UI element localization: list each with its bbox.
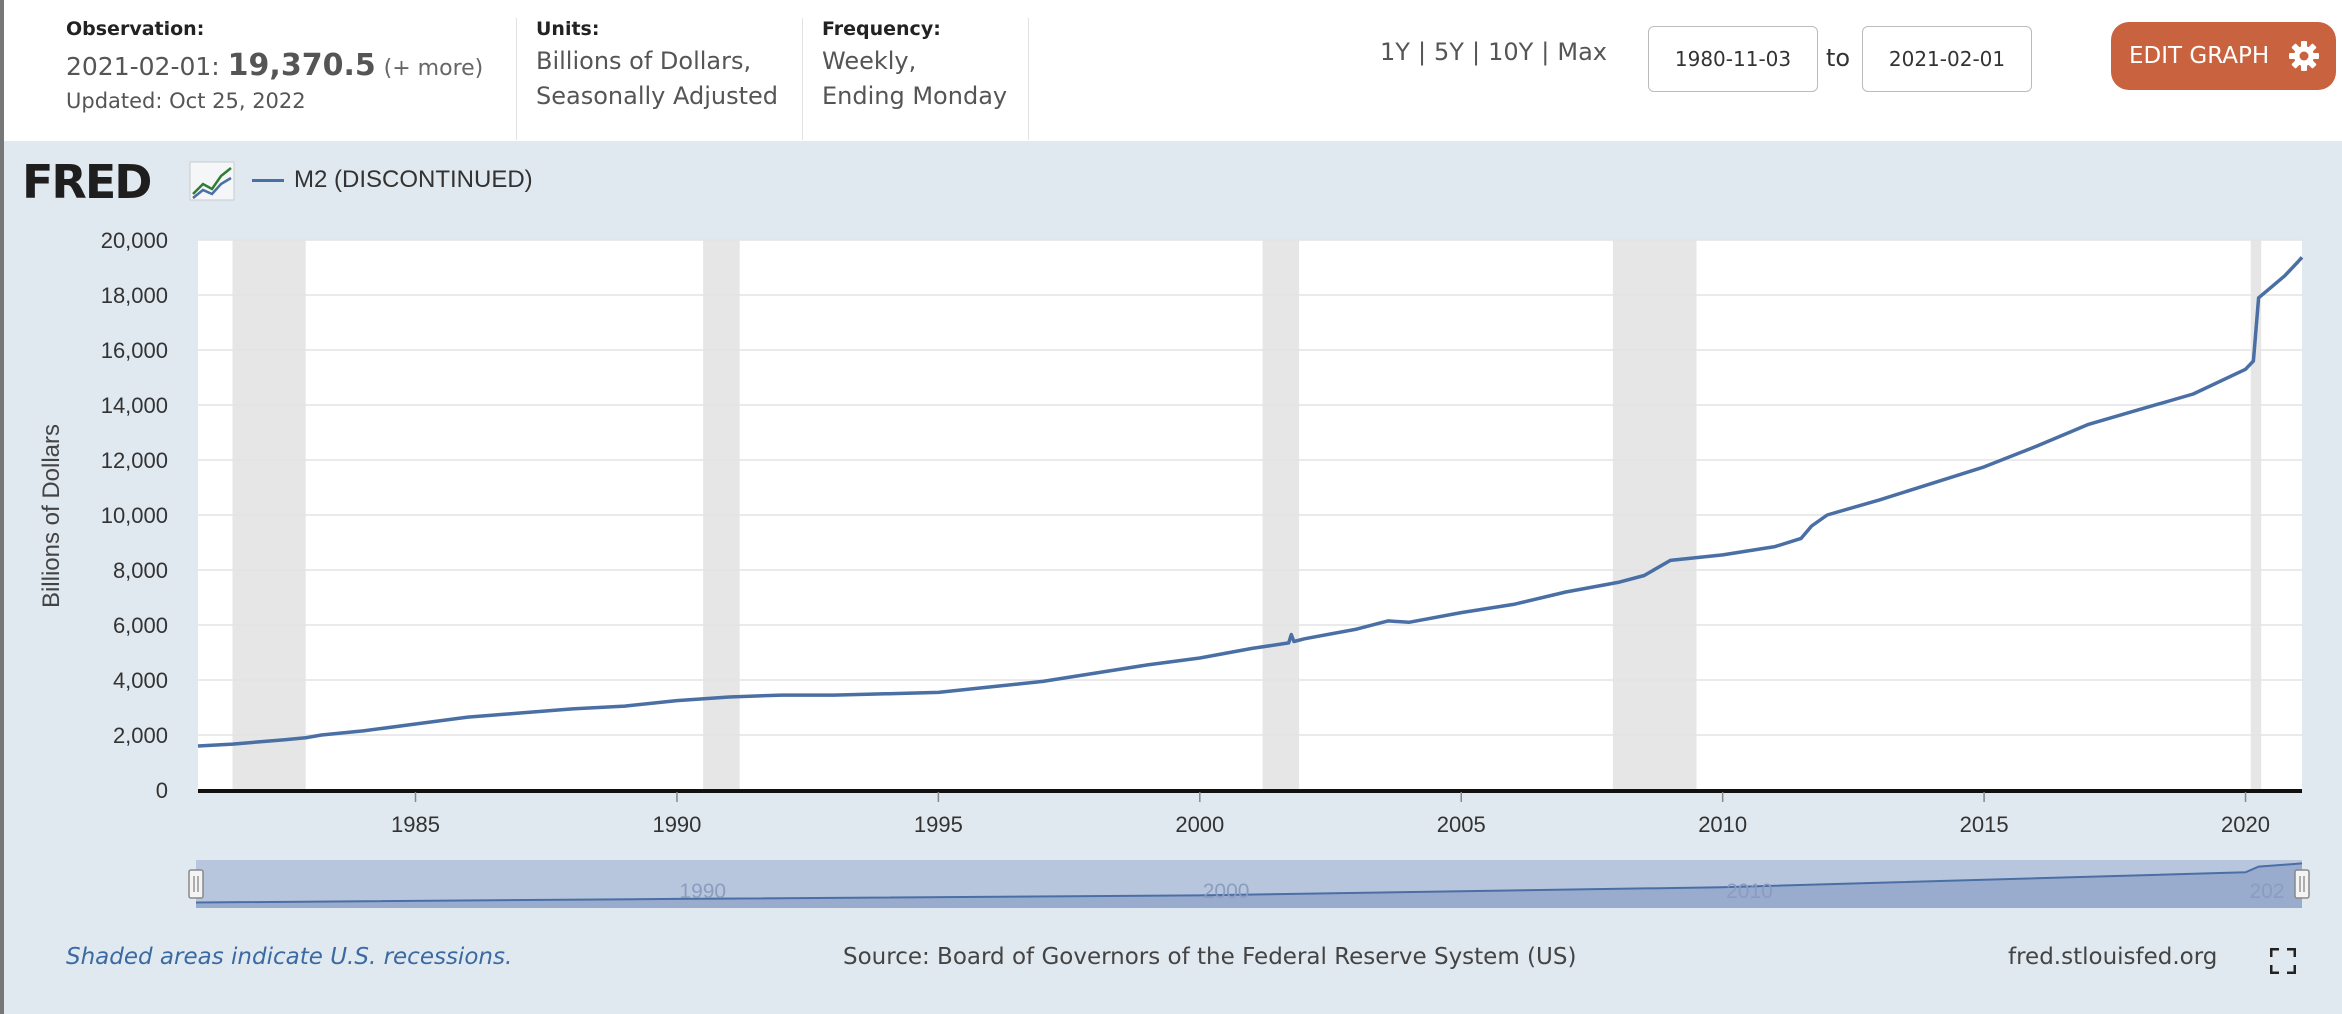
source-text: Source: Board of Governors of the Federa… (843, 944, 1577, 970)
legend-swatch (252, 179, 284, 183)
y-tick-label: 18,000 (101, 283, 168, 308)
x-tick-label: 2000 (1175, 812, 1224, 837)
x-tick-label: 1990 (652, 812, 701, 837)
y-tick-label: 4,000 (113, 668, 168, 693)
navigator-year-label: 2010 (1726, 880, 1773, 903)
y-tick-label: 2,000 (113, 723, 168, 748)
series-line-m2 (197, 256, 2304, 748)
range-10y-link[interactable]: 10Y (1488, 38, 1534, 66)
frequency-line-2: Ending Monday (822, 82, 1008, 110)
site-link[interactable]: fred.stlouisfed.org (2008, 944, 2218, 970)
edit-graph-button[interactable]: EDIT GRAPH (2111, 22, 2336, 90)
y-tick-label: 0 (156, 778, 168, 803)
range-max-link[interactable]: Max (1557, 38, 1607, 66)
y-tick-label: 14,000 (101, 393, 168, 418)
y-tick-label: 10,000 (101, 503, 168, 528)
updated-date: Updated: Oct 25, 2022 (66, 89, 306, 113)
frequency-block: Frequency: Weekly, Ending Monday (822, 18, 1022, 140)
fullscreen-icon[interactable] (2270, 948, 2296, 974)
range-separator: | (1417, 38, 1427, 66)
frequency-line-1: Weekly, (822, 47, 917, 75)
navigator-area (196, 863, 2302, 908)
more-link[interactable]: (+ more) (383, 56, 484, 81)
navigator-year-label: 202 (2249, 880, 2284, 903)
x-tick-label: 2010 (1698, 812, 1747, 837)
y-tick-label: 12,000 (101, 448, 168, 473)
x-tick-label: 2020 (2221, 812, 2270, 837)
divider (1028, 18, 1029, 140)
gear-icon (2289, 41, 2319, 71)
y-tick-label: 20,000 (101, 228, 168, 253)
range-1y-link[interactable]: 1Y (1380, 38, 1410, 66)
frequency-label: Frequency: (822, 18, 941, 40)
x-tick-label: 1995 (914, 812, 963, 837)
range-links: 1Y | 5Y | 10Y | Max (1380, 38, 1607, 66)
fred-brand: FRED (22, 154, 242, 210)
navigator-left-handle[interactable] (188, 869, 204, 899)
start-date-input[interactable]: 1980-11-03 (1648, 26, 1818, 92)
y-tick-label: 6,000 (113, 613, 168, 638)
x-tick-label: 1985 (391, 812, 440, 837)
fred-logo: FRED (22, 155, 235, 209)
x-tick-label: 2015 (1960, 812, 2009, 837)
fred-logo-text: FRED (22, 155, 150, 206)
edit-graph-label: EDIT GRAPH (2129, 43, 2270, 69)
observation-block: Observation: 2021-02-01: 19,370.5 (+ mor… (66, 18, 506, 140)
observation-label: Observation: (66, 18, 205, 40)
chart-legend[interactable]: M2 (DISCONTINUED) (252, 166, 533, 194)
range-separator: | (1541, 38, 1550, 66)
units-block: Units: Billions of Dollars, Seasonally A… (536, 18, 796, 140)
to-label: to (1826, 44, 1851, 72)
units-line-1: Billions of Dollars, (536, 47, 752, 75)
units-label: Units: (536, 18, 600, 40)
divider (516, 18, 517, 140)
navigator-right-handle[interactable] (2294, 869, 2310, 899)
observation-date: 2021-02-01: (66, 52, 220, 81)
divider (802, 18, 803, 140)
range-separator: | (1471, 38, 1481, 66)
observation-value: 19,370.5 (227, 48, 376, 83)
y-tick-label: 8,000 (113, 558, 168, 583)
recession-note-link[interactable]: Shaded areas indicate U.S. recessions. (66, 944, 513, 970)
legend-series-label: M2 (DISCONTINUED) (294, 166, 533, 193)
end-date-input[interactable]: 2021-02-01 (1862, 26, 2032, 92)
navigator-year-label: 1990 (679, 880, 726, 903)
navigator-year-label: 2000 (1203, 880, 1250, 903)
range-5y-link[interactable]: 5Y (1434, 38, 1464, 66)
summary-header: Observation: 2021-02-01: 19,370.5 (+ mor… (0, 0, 2342, 141)
x-tick-label: 2005 (1437, 812, 1486, 837)
navigator-line (195, 862, 2303, 904)
y-tick-label: 16,000 (101, 338, 168, 363)
units-line-2: Seasonally Adjusted (536, 82, 779, 110)
observation-line: 2021-02-01: 19,370.5 (+ more) (66, 48, 506, 83)
